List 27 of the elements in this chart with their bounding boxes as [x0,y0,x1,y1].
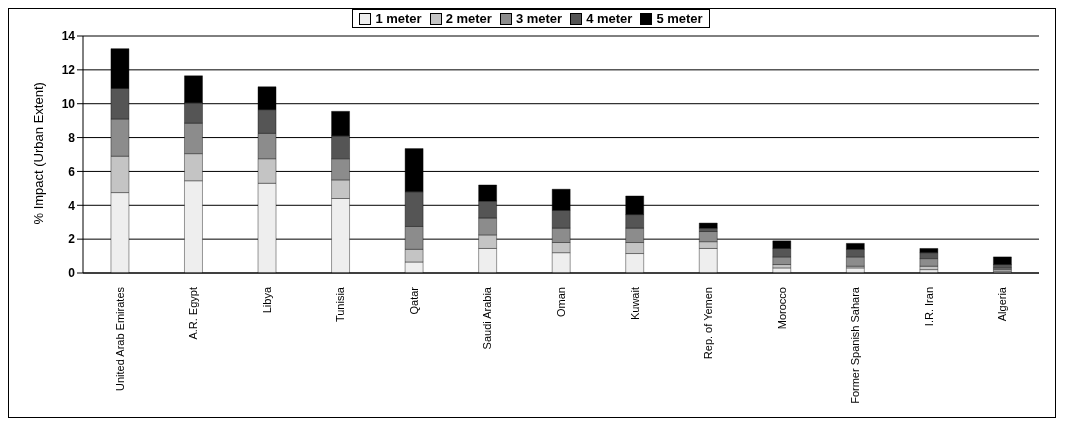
y-tick-label: 10 [61,96,76,111]
x-tick-label: Libya [260,286,273,314]
x-tick-label: I.R. Iran [922,287,935,327]
x-tick-label: Algeria [996,286,1009,322]
y-tick-label: 14 [61,29,76,44]
y-tick-label: 12 [61,63,76,78]
legend-label: 3 meter [514,11,563,26]
x-tick-label: Oman [555,287,567,317]
y-tick-label: 8 [68,130,76,145]
legend-label: 2 meter [444,11,492,26]
x-tick-label: United Arab Emirates [113,286,126,391]
legend-label: 1 meter [374,11,422,26]
y-tick-label: 6 [68,164,76,179]
legend-label: 5 meter [655,11,703,26]
x-tick-label: Tunisia [334,286,347,323]
y-tick-label: 0 [68,266,76,281]
y-tick-label: 2 [68,232,76,247]
x-tick-label: A.R. Egypt [187,287,200,340]
x-tick-label: Rep. of Yemen [702,287,715,360]
x-tick-label: Former Spanish Sahara [849,286,862,404]
y-axis-title: % Impact (Urban Extent) [30,82,46,225]
x-tick-label: Saudi Arabia [481,286,494,350]
x-tick-label: Kuwait [628,287,641,321]
y-tick-label: 4 [68,198,76,213]
x-tick-label: Morocco [775,287,788,330]
x-tick-label: Qatar [407,286,420,315]
legend-label: 4 meter [585,11,633,26]
